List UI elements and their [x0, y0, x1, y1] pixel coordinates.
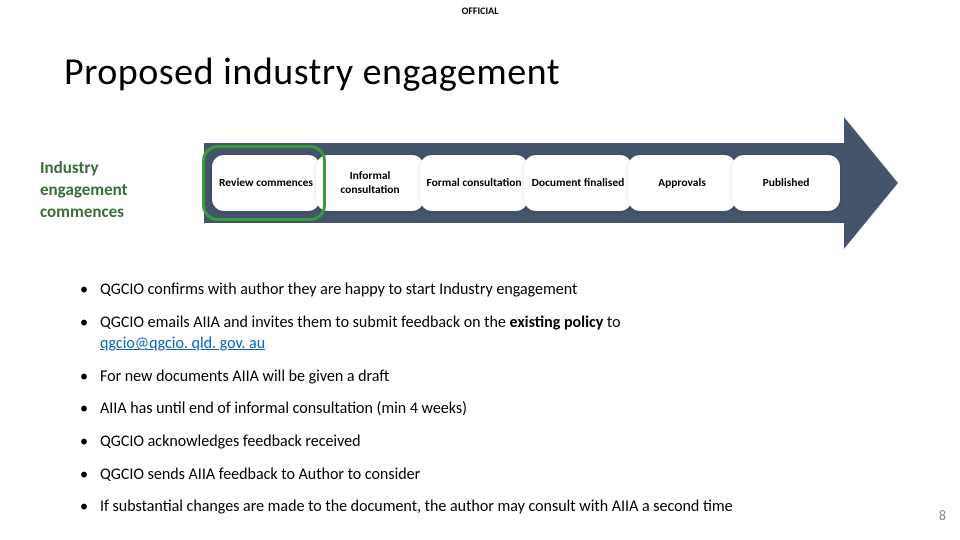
page-title: Proposed industry engagement	[0, 17, 960, 95]
stage-row: Review commences Informal consultation F…	[212, 155, 836, 211]
bullet-item: QGCIO emails AIIA and invites them to su…	[78, 312, 898, 355]
classification-label: OFFICIAL	[0, 0, 960, 17]
email-link[interactable]: qgcio@qgcio. qld. gov. au	[100, 334, 265, 353]
stage-informal: Informal consultation	[316, 155, 424, 211]
page-number: 8	[939, 507, 946, 524]
stage-review: Review commences	[212, 155, 320, 211]
commence-label: Industry engagement commences	[40, 157, 180, 223]
bullet-item: QGCIO acknowledges feedback received	[78, 431, 898, 453]
bullet-item: QGCIO confirms with author they are happ…	[78, 279, 898, 301]
bullet-text: to	[603, 313, 620, 332]
stage-finalised: Document finalised	[524, 155, 632, 211]
stage-formal: Formal consultation	[420, 155, 528, 211]
stage-approvals: Approvals	[628, 155, 736, 211]
bullet-item: QGCIO sends AIIA feedback to Author to c…	[78, 464, 898, 486]
bullet-item: For new documents AIIA will be given a d…	[78, 366, 898, 388]
bullet-item: AIIA has until end of informal consultat…	[78, 398, 898, 420]
arrow-head	[844, 117, 898, 249]
bullet-text: QGCIO emails AIIA and invites them to su…	[100, 313, 510, 332]
process-diagram: Industry engagement commences Review com…	[0, 123, 960, 263]
stage-published: Published	[732, 155, 840, 211]
bullet-list: QGCIO confirms with author they are happ…	[78, 279, 898, 518]
bullet-item: If substantial changes are made to the d…	[78, 496, 898, 518]
bullet-bold: existing policy	[510, 313, 604, 332]
